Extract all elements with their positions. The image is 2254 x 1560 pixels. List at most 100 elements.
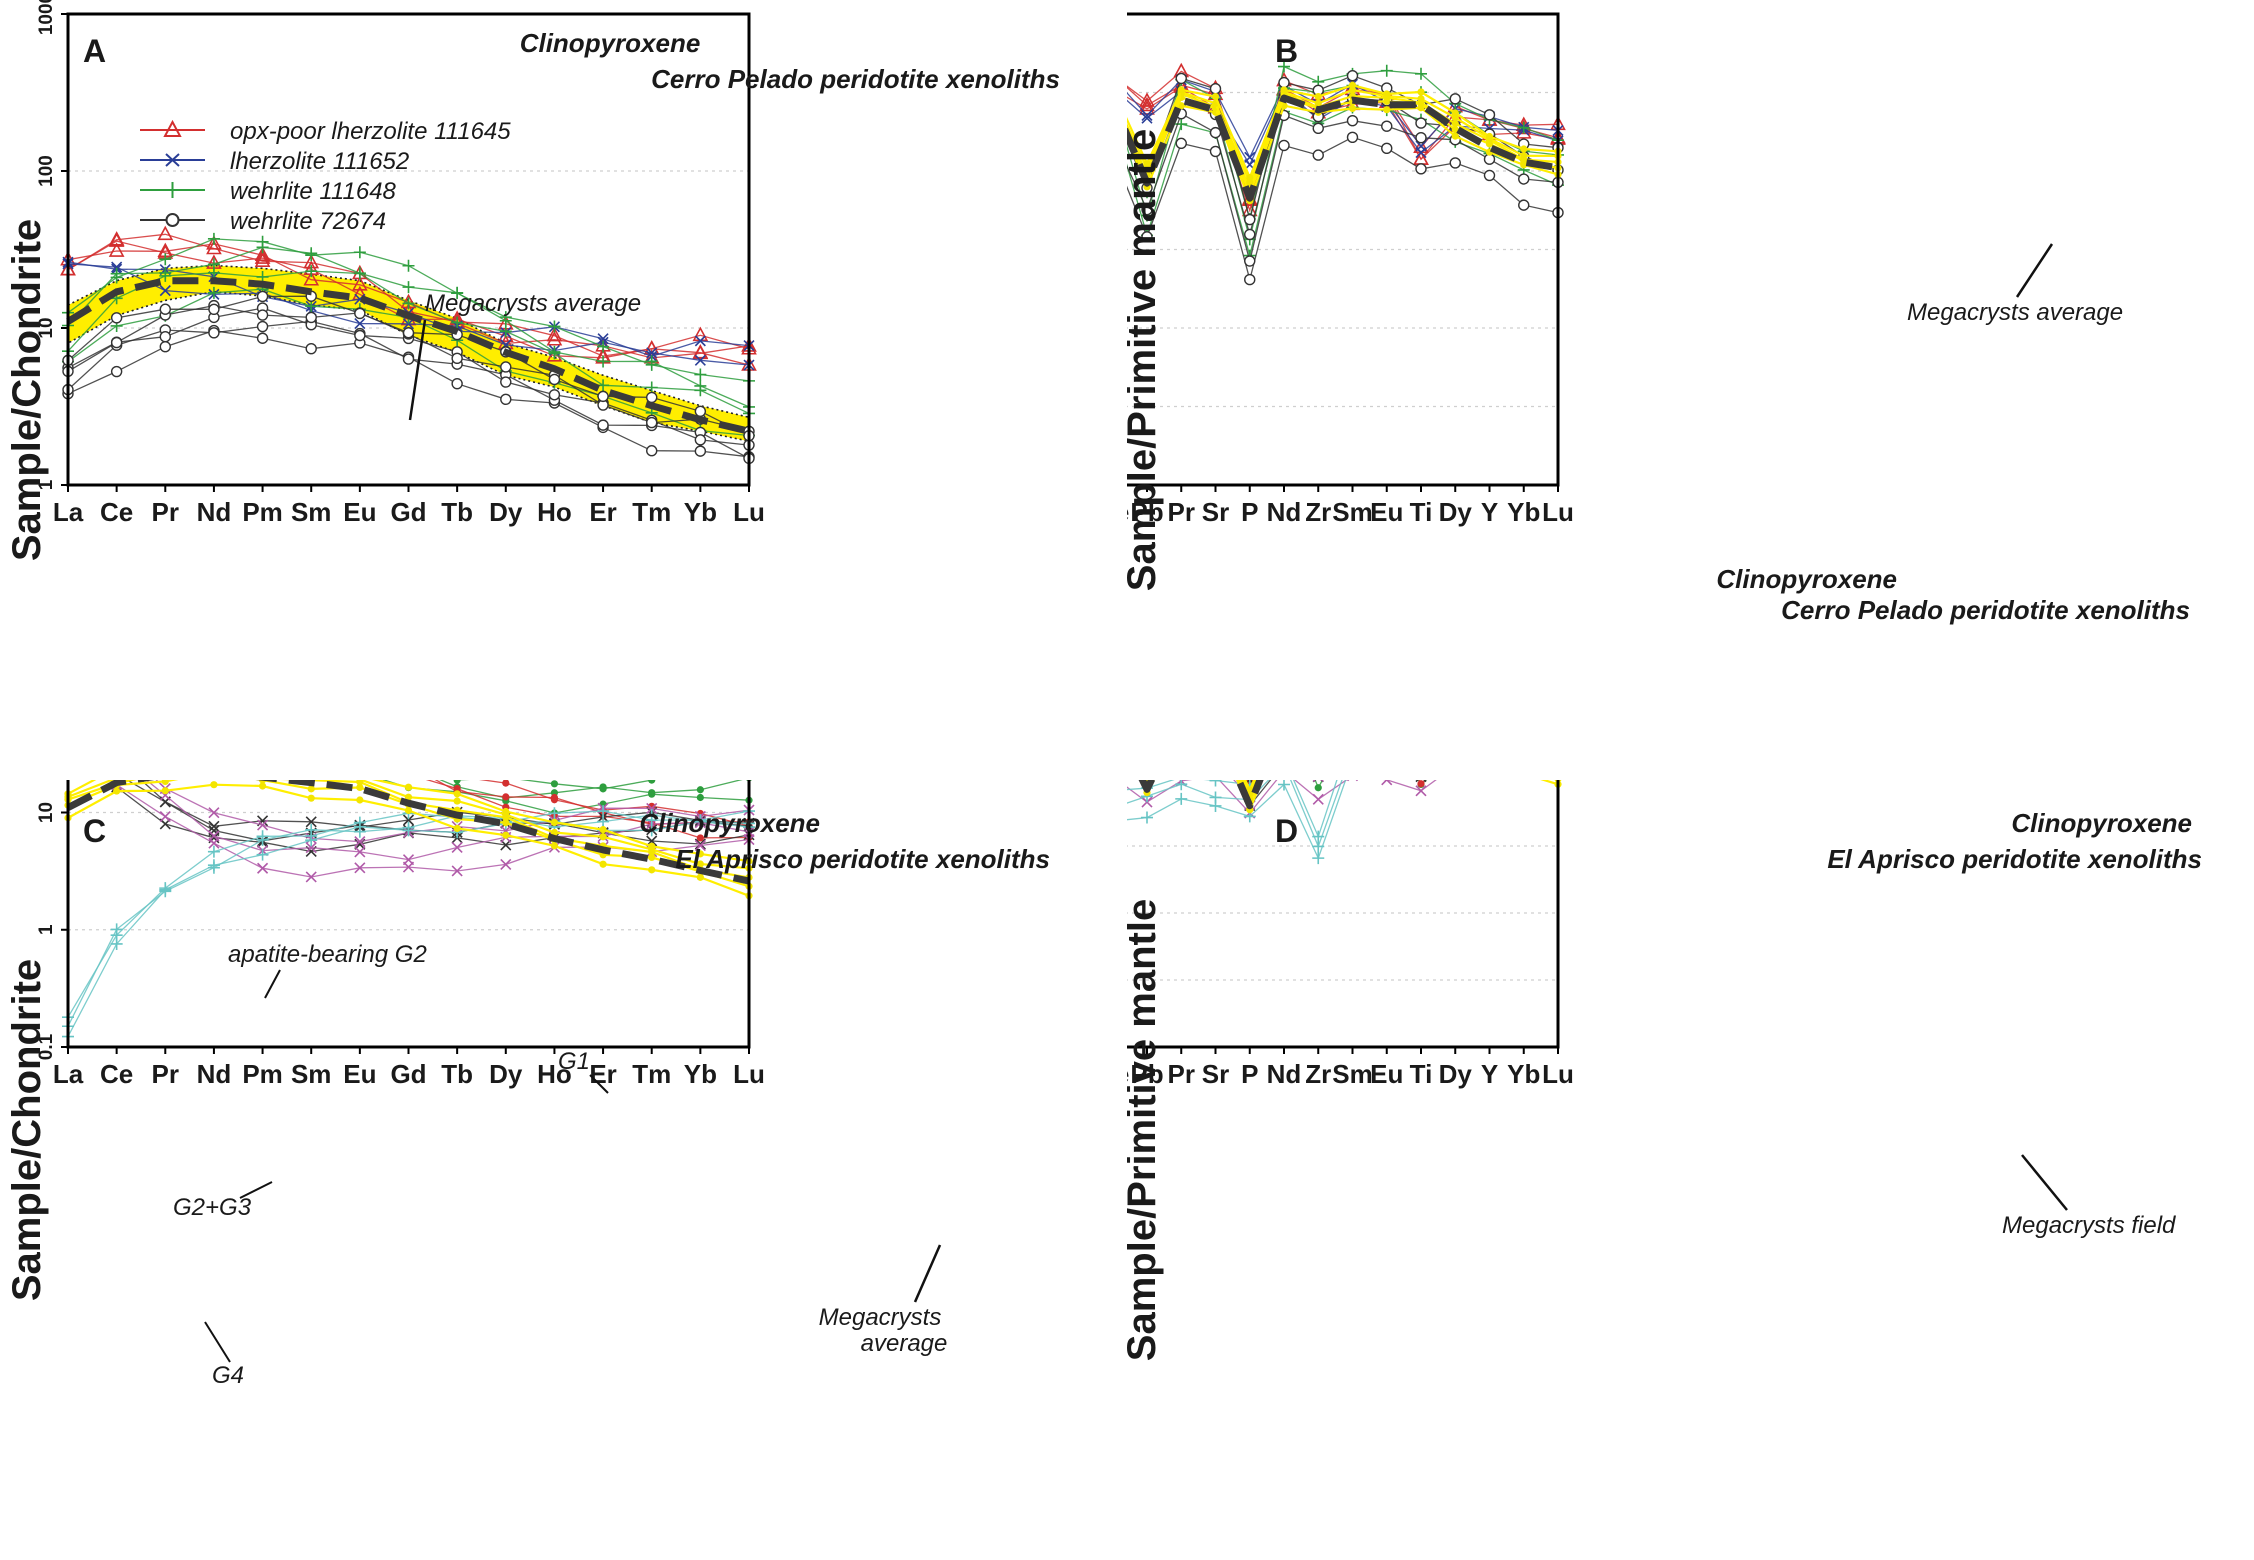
data-point — [694, 814, 707, 827]
megacryst-point — [550, 818, 559, 827]
x-tick-label: Y — [1481, 497, 1498, 527]
data-point — [597, 355, 610, 368]
x-tick-label: Nd — [197, 497, 232, 527]
data-point — [354, 318, 366, 330]
x-tick-label: Ce — [100, 1059, 133, 1089]
data-point — [207, 861, 220, 874]
panel-c-g2g3-leader — [239, 1181, 273, 1199]
megacryst-point — [502, 807, 510, 816]
data-point — [597, 815, 610, 828]
data-point — [646, 445, 658, 457]
megacryst-point — [1485, 132, 1494, 141]
data-point — [451, 377, 463, 390]
panel-c-label-megacryst-2: average — [861, 1330, 948, 1357]
panel-d-letter: D — [1275, 813, 1298, 849]
data-point — [648, 789, 656, 797]
x-tick-label: Yb — [1507, 1059, 1540, 1089]
megacryst-point — [696, 850, 704, 858]
data-point — [694, 405, 707, 417]
x-tick-label: Er — [589, 1059, 616, 1089]
x-tick-label: Pm — [242, 497, 282, 527]
x-tick-label: Nd — [197, 1059, 232, 1089]
data-point — [694, 434, 707, 446]
megacryst-point — [648, 853, 656, 861]
x-tick-label: Pb — [1130, 1059, 1163, 1089]
data-point — [550, 796, 559, 804]
series-line — [1236, 780, 1272, 807]
y-tick-label: 100 — [36, 155, 57, 187]
megacryst-point — [258, 782, 267, 790]
data-point — [206, 239, 222, 255]
data-point — [1244, 273, 1256, 286]
x-tick-label: Ce — [1127, 1059, 1129, 1089]
megacryst-point — [696, 860, 704, 868]
megacryst-point — [550, 842, 559, 850]
megacryst-point — [1520, 145, 1528, 153]
panel-a-ylabel: Sample/Chondrite — [5, 219, 49, 561]
panel-d-plot: 0.00010.0010.010.11101001000RbBaThUNbKLa… — [1127, 780, 1574, 1089]
data-point — [207, 258, 220, 271]
series-line — [478, 780, 750, 827]
data-point — [645, 358, 658, 371]
x-tick-label: Dy — [489, 497, 523, 527]
data-point — [208, 807, 220, 819]
megacryst-point — [1383, 90, 1391, 98]
x-tick-label: Dy — [1439, 497, 1473, 527]
data-point — [305, 342, 317, 355]
x-tick-label: Sm — [291, 497, 331, 527]
x-tick-label: Y — [1481, 1059, 1498, 1089]
megacryst-point — [161, 780, 169, 786]
data-point — [208, 820, 220, 832]
data-point — [257, 819, 269, 831]
data-point — [597, 390, 609, 403]
x-tick-label: Ti — [1410, 497, 1433, 527]
x-tick-label: Tb — [441, 1059, 473, 1089]
panel-d-title-1: Clinopyroxene — [2011, 808, 2192, 838]
panel-d-title-2: El Aprisco peridotite xenoliths — [1827, 844, 2202, 874]
panel-d-ylabel: Sample/Primitive mantle — [1127, 899, 1164, 1361]
megacryst-point — [453, 790, 461, 798]
x-tick-label: P — [1241, 1059, 1258, 1089]
data-point — [1449, 157, 1461, 169]
data-point — [353, 246, 366, 259]
data-point — [1314, 784, 1322, 792]
data-point — [256, 290, 269, 303]
data-point — [208, 830, 220, 842]
data-point — [159, 811, 171, 823]
panel-c-megacryst-leader — [913, 1244, 942, 1303]
x-tick-label: Eu — [343, 1059, 376, 1089]
megacryst-point — [1451, 120, 1459, 128]
x-tick-label: Sr — [1202, 1059, 1229, 1089]
x-tick-label: Tb — [441, 497, 473, 527]
data-point — [1180, 780, 1183, 784]
data-point — [645, 381, 658, 394]
data-point — [696, 786, 704, 794]
data-point — [548, 807, 561, 820]
data-point — [499, 325, 512, 338]
data-point — [159, 340, 171, 353]
megacryst-point — [1314, 92, 1322, 101]
data-point — [451, 841, 463, 854]
data-point — [207, 845, 220, 858]
x-tick-label: Ho — [537, 1059, 572, 1089]
data-point — [1417, 780, 1425, 788]
panel-c-label-megacryst-1: Megacrysts — [819, 1304, 942, 1331]
panel-b-ylabel: Sample/Primitive mantle — [1127, 129, 1164, 591]
data-point — [694, 838, 706, 850]
panel-c-apatite-leader — [264, 969, 281, 999]
data-point — [110, 336, 123, 349]
panel-c-title-2: El Aprisco peridotite xenoliths — [675, 844, 1050, 874]
data-point — [1380, 64, 1393, 77]
data-point — [646, 416, 658, 429]
series-line — [1127, 780, 1347, 860]
megacryst-line — [1144, 780, 1259, 802]
data-point — [1175, 137, 1187, 150]
megacryst-point — [453, 797, 461, 805]
data-point — [208, 327, 220, 339]
x-tick-label: Tm — [632, 1059, 671, 1089]
megacryst-point — [599, 826, 607, 834]
y-tick-label: 1 — [36, 479, 57, 490]
data-point — [402, 821, 415, 834]
data-point — [256, 332, 269, 344]
megacryst-line — [1244, 780, 1256, 793]
